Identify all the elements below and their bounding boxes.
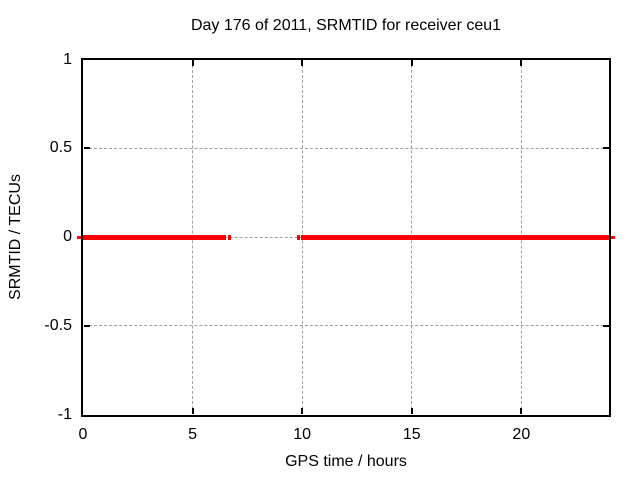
y-tick-label: -0.5 <box>44 316 72 334</box>
x-tick-top <box>301 60 304 66</box>
y-tick-left <box>84 147 90 150</box>
chart-title: Day 176 of 2011, SRMTID for receiver ceu… <box>190 17 502 34</box>
y-tick-label: 1 <box>63 50 72 68</box>
series-edge-nub-right <box>609 235 615 239</box>
series-segment <box>227 234 231 240</box>
x-tick-label: 20 <box>512 426 531 443</box>
y-tick-right <box>603 147 609 150</box>
series-edge-nub-left <box>77 235 83 239</box>
x-tick-bottom <box>520 408 523 414</box>
y-gridline <box>84 325 609 327</box>
x-tick-label: 0 <box>78 426 88 443</box>
y-tick-label: 0.5 <box>49 139 72 157</box>
y-gridline <box>84 147 609 149</box>
y-tick-left <box>84 324 90 327</box>
x-tick-label: 5 <box>188 426 198 443</box>
x-axis-label: GPS time / hours <box>285 453 407 470</box>
x-tick-top <box>410 60 413 66</box>
series-segment <box>296 234 300 240</box>
x-tick-bottom <box>410 408 413 414</box>
x-tick-label: 15 <box>402 426 421 443</box>
series-segment <box>301 234 609 240</box>
x-tick-bottom <box>191 408 194 414</box>
y-tick-label: -1 <box>57 405 72 423</box>
series-segment <box>83 234 226 240</box>
x-tick-top <box>191 60 194 66</box>
y-tick-label: 0 <box>63 228 72 245</box>
y-tick-right <box>603 324 609 327</box>
x-tick-label: 10 <box>293 426 312 443</box>
x-tick-bottom <box>301 408 304 414</box>
x-tick-top <box>520 60 523 66</box>
